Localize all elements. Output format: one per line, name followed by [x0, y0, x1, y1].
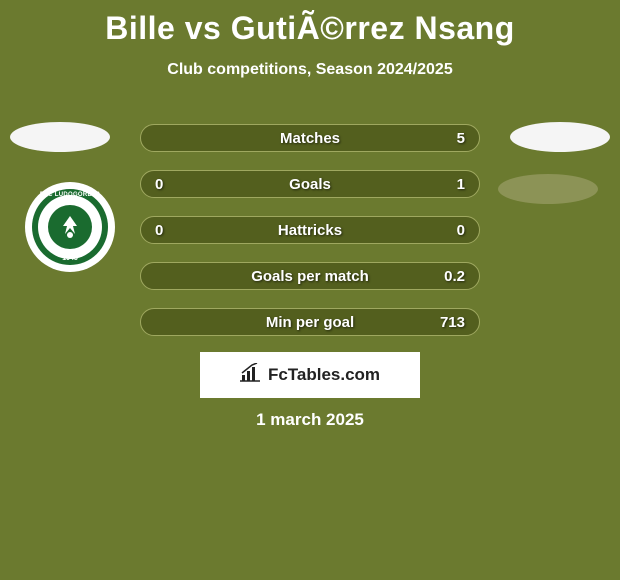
stats-container: Matches 5 0 Goals 1 0 Hattricks 0 Goals … — [140, 124, 480, 354]
stat-row: Goals per match 0.2 — [140, 262, 480, 290]
stat-right-value: 1 — [435, 176, 465, 193]
stat-left-value: 0 — [155, 222, 185, 239]
stat-label: Goals per match — [185, 268, 435, 285]
stat-right-value: 713 — [435, 314, 465, 331]
page-title: Bille vs GutiÃ©rrez Nsang — [0, 0, 620, 47]
player-avatar-right — [510, 122, 610, 152]
page-subtitle: Club competitions, Season 2024/2025 — [0, 61, 620, 79]
stat-label: Goals — [185, 176, 435, 193]
stat-label: Matches — [185, 130, 435, 147]
stat-right-value: 0 — [435, 222, 465, 239]
stat-left-value: 0 — [155, 176, 185, 193]
club-year-left: 1945 — [32, 255, 108, 262]
player-avatar-left — [10, 122, 110, 152]
brand-text: FcTables.com — [268, 365, 380, 385]
club-badge-right — [498, 174, 598, 204]
stat-row: Matches 5 — [140, 124, 480, 152]
stat-label: Hattricks — [185, 222, 435, 239]
stat-right-value: 5 — [435, 130, 465, 147]
stat-row: Min per goal 713 — [140, 308, 480, 336]
date-label: 1 march 2025 — [0, 410, 620, 430]
eagle-icon — [48, 205, 92, 249]
stat-row: 0 Hattricks 0 — [140, 216, 480, 244]
stat-label: Min per goal — [185, 314, 435, 331]
stat-row: 0 Goals 1 — [140, 170, 480, 198]
brand-attribution[interactable]: FcTables.com — [200, 352, 420, 398]
club-badge-left: PFC LUDOGORETS 1945 — [25, 182, 115, 272]
stat-right-value: 0.2 — [435, 268, 465, 285]
chart-icon — [240, 363, 262, 388]
